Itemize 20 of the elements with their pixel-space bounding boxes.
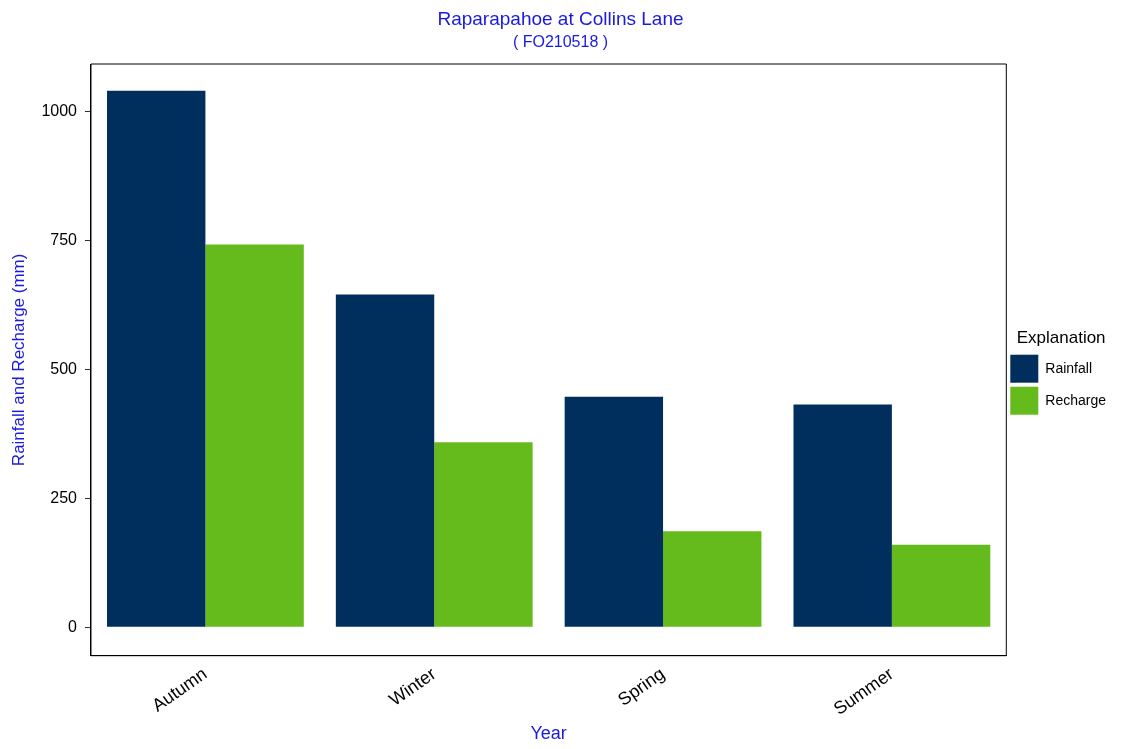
chart-subtitle: ( FO210518 ) xyxy=(512,32,609,50)
bar xyxy=(434,442,533,627)
y-tick-label: 500 xyxy=(50,359,78,377)
x-axis-title: Year xyxy=(530,723,567,744)
y-tick-label: 750 xyxy=(50,230,78,248)
bar xyxy=(205,244,304,627)
legend-label: Recharge xyxy=(1045,391,1107,408)
y-tick-label: 0 xyxy=(68,617,78,635)
bar xyxy=(107,90,206,627)
y-tick-label: 1000 xyxy=(41,101,78,119)
y-axis-title: Rainfall and Recharge (mm) xyxy=(8,253,28,467)
chart-title: Raparapahoe at Collins Lane xyxy=(437,7,684,29)
legend-label: Rainfall xyxy=(1045,359,1092,376)
bar xyxy=(891,544,991,627)
y-tick-label: 250 xyxy=(50,488,78,506)
legend-title: Explanation xyxy=(1016,328,1106,348)
bar xyxy=(663,531,762,627)
bar xyxy=(793,404,892,627)
bar xyxy=(335,294,435,627)
bar xyxy=(564,396,664,627)
